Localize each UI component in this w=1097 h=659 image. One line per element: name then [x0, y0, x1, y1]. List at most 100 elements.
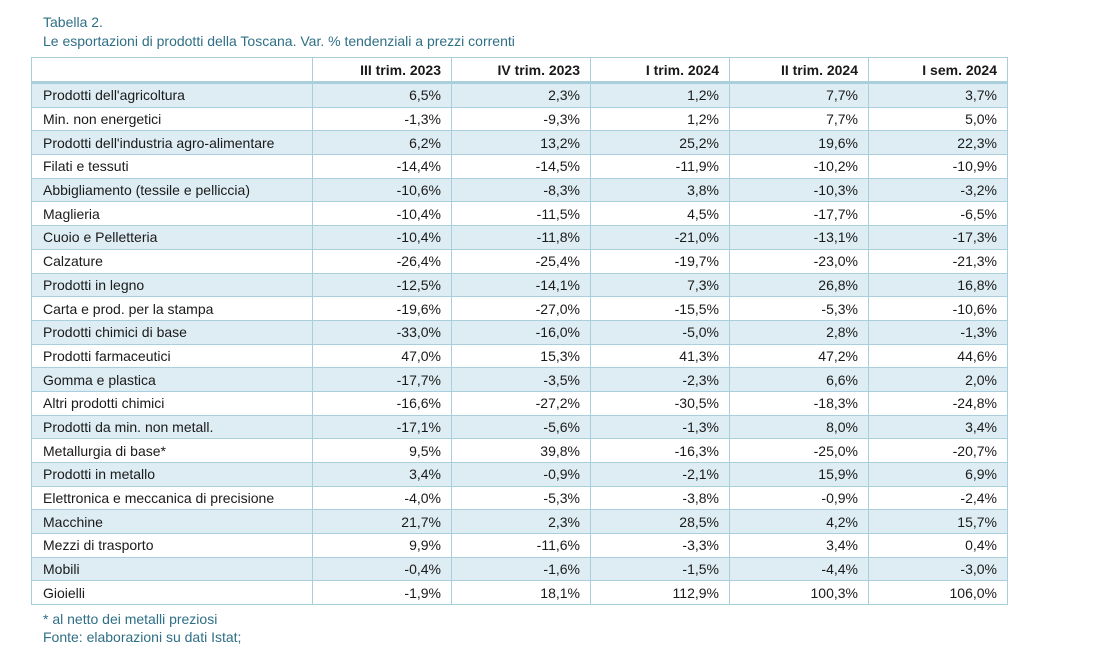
value-cell: -4,4% — [729, 556, 869, 582]
table-row: Mobili -0,4% -1,6% -1,5% -4,4% -3,0% — [31, 556, 1008, 582]
value-cell: -1,3% — [590, 414, 730, 440]
value-cell: -11,8% — [451, 225, 591, 250]
row-label-cell: Calzature — [31, 248, 313, 274]
value-cell: -5,6% — [451, 414, 591, 440]
row-label-cell: Maglieria — [31, 201, 313, 227]
value-cell: -16,6% — [312, 390, 452, 416]
value-cell: 3,7% — [868, 82, 1008, 108]
table-row: Gomma e plastica -17,7% -3,5% -2,3% 6,6% 2,0% — [31, 367, 1008, 392]
value-cell: 39,8% — [451, 438, 591, 463]
value-cell: 100,3% — [729, 580, 869, 606]
exports-table: III trim. 2023 IV trim. 2023 I trim. 202… — [31, 57, 1008, 606]
value-cell: -10,3% — [729, 177, 869, 203]
value-cell: 7,3% — [590, 272, 730, 298]
table-subtitle: Le esportazioni di prodotti della Toscan… — [43, 33, 515, 49]
value-cell: -33,0% — [312, 319, 452, 345]
value-cell: 1,2% — [590, 82, 730, 108]
row-label-cell: Abbigliamento (tessile e pelliccia) — [31, 177, 313, 203]
row-label-cell: Prodotti dell'agricoltura — [31, 82, 313, 108]
table-row: Prodotti in legno -12,5% -14,1% 7,3% 26,8% 16… — [31, 272, 1008, 298]
value-cell: -9,3% — [451, 106, 591, 132]
value-cell: -3,8% — [590, 485, 730, 511]
value-cell: -13,1% — [729, 225, 869, 250]
row-label-cell: Prodotti dell'industria agro-alimentare — [31, 130, 313, 156]
value-cell: 3,8% — [590, 177, 730, 203]
value-cell: -14,1% — [451, 272, 591, 298]
source-note: Fonte: elaborazioni su dati Istat; — [43, 629, 242, 645]
value-cell: -1,6% — [451, 556, 591, 582]
value-cell: 15,9% — [729, 462, 869, 487]
row-label-cell: Min. non energetici — [31, 106, 313, 132]
value-cell: -3,0% — [868, 556, 1008, 582]
value-cell: 2,3% — [451, 509, 591, 535]
value-cell: -10,4% — [312, 201, 452, 227]
value-cell: 6,6% — [729, 367, 869, 392]
value-cell: -5,3% — [729, 296, 869, 321]
value-cell: -17,1% — [312, 414, 452, 440]
value-cell: -3,2% — [868, 177, 1008, 203]
value-cell: -19,7% — [590, 248, 730, 274]
value-cell: 13,2% — [451, 130, 591, 156]
value-cell: -25,4% — [451, 248, 591, 274]
value-cell: -14,5% — [451, 154, 591, 179]
value-cell: 15,7% — [868, 509, 1008, 535]
value-cell: -25,0% — [729, 438, 869, 463]
value-cell: -18,3% — [729, 390, 869, 416]
value-cell: 4,5% — [590, 201, 730, 227]
value-cell: 8,0% — [729, 414, 869, 440]
value-cell: 18,1% — [451, 580, 591, 606]
header-cell: I trim. 2024 — [590, 57, 730, 84]
table-row: Elettronica e meccanica di precisione -4,… — [31, 485, 1008, 511]
row-label-cell: Carta e prod. per la stampa — [31, 296, 313, 321]
value-cell: -27,0% — [451, 296, 591, 321]
header-cell: III trim. 2023 — [312, 57, 452, 84]
table-row: Abbigliamento (tessile e pelliccia) -10,6… — [31, 177, 1008, 203]
value-cell: -17,7% — [312, 367, 452, 392]
value-cell: -2,1% — [590, 462, 730, 487]
value-cell: 9,9% — [312, 533, 452, 558]
value-cell: -19,6% — [312, 296, 452, 321]
table-title: Tabella 2. — [43, 14, 103, 30]
value-cell: 2,0% — [868, 367, 1008, 392]
value-cell: -16,0% — [451, 319, 591, 345]
value-cell: 3,4% — [868, 414, 1008, 440]
value-cell: 7,7% — [729, 106, 869, 132]
row-label-cell: Gioielli — [31, 580, 313, 606]
table-body: Prodotti dell'agricoltura 6,5% 2,3% 1,2% 7,7… — [31, 82, 1008, 606]
value-cell: 47,2% — [729, 343, 869, 369]
value-cell: -0,4% — [312, 556, 452, 582]
table-row: Macchine 21,7% 2,3% 28,5% 4,2% 15,7% — [31, 509, 1008, 535]
value-cell: -27,2% — [451, 390, 591, 416]
value-cell: 106,0% — [868, 580, 1008, 606]
value-cell: -8,3% — [451, 177, 591, 203]
table-row: Maglieria -10,4% -11,5% 4,5% -17,7% -6,5% — [31, 201, 1008, 227]
value-cell: -11,9% — [590, 154, 730, 179]
value-cell: 4,2% — [729, 509, 869, 535]
value-cell: -4,0% — [312, 485, 452, 511]
table-row: Mezzi di trasporto 9,9% -11,6% -3,3% 3,4% 0,4… — [31, 533, 1008, 558]
value-cell: -1,3% — [312, 106, 452, 132]
value-cell: -3,5% — [451, 367, 591, 392]
value-cell: 28,5% — [590, 509, 730, 535]
value-cell: 15,3% — [451, 343, 591, 369]
value-cell: -11,5% — [451, 201, 591, 227]
value-cell: -17,3% — [868, 225, 1008, 250]
value-cell: 41,3% — [590, 343, 730, 369]
row-label-cell: Elettronica e meccanica di precisione — [31, 485, 313, 511]
row-label-cell: Prodotti da min. non metall. — [31, 414, 313, 440]
value-cell: 7,7% — [729, 82, 869, 108]
table-row: Prodotti chimici di base -33,0% -16,0% -5,0… — [31, 319, 1008, 345]
row-label-cell: Filati e tessuti — [31, 154, 313, 179]
value-cell: -10,4% — [312, 225, 452, 250]
value-cell: -10,9% — [868, 154, 1008, 179]
value-cell: 25,2% — [590, 130, 730, 156]
row-label-cell: Prodotti in legno — [31, 272, 313, 298]
value-cell: 22,3% — [868, 130, 1008, 156]
value-cell: 44,6% — [868, 343, 1008, 369]
value-cell: 6,9% — [868, 462, 1008, 487]
value-cell: 3,4% — [312, 462, 452, 487]
row-label-cell: Mobili — [31, 556, 313, 582]
row-label-cell: Macchine — [31, 509, 313, 535]
value-cell: 19,6% — [729, 130, 869, 156]
table-row: Prodotti dell'agricoltura 6,5% 2,3% 1,2% 7,7… — [31, 82, 1008, 108]
